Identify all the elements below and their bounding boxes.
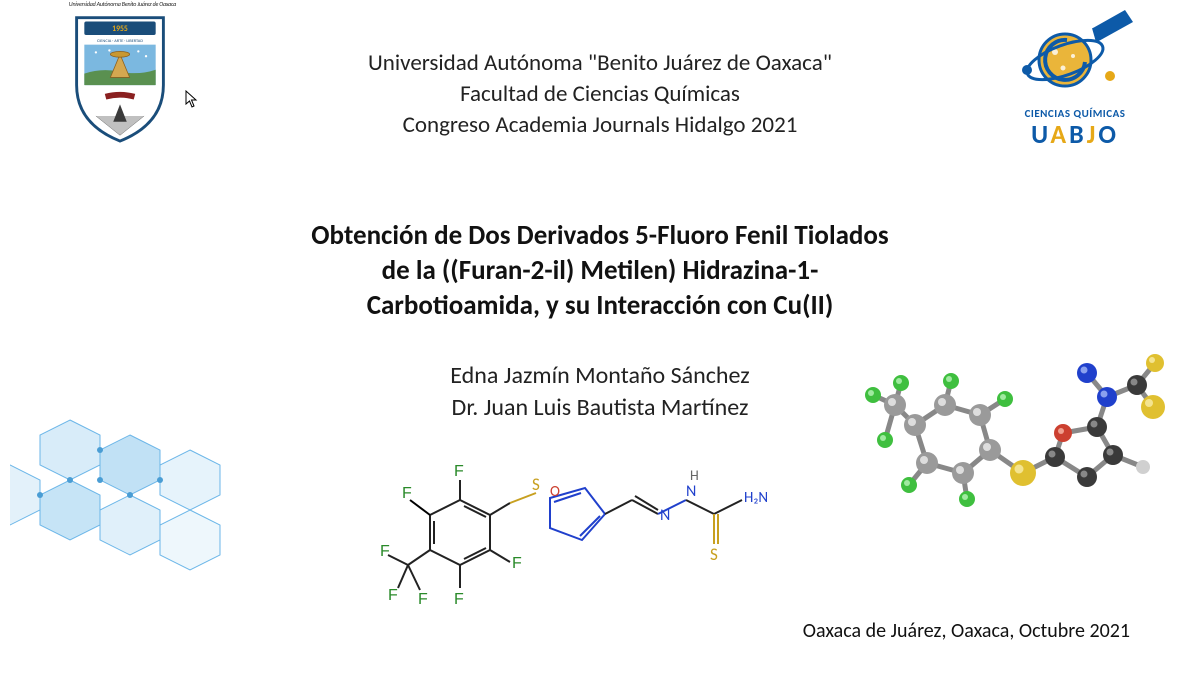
shield-icon: 1955 CIENCIA · ARTE · LIBERTAD	[65, 8, 175, 143]
university-shield-logo: Universidad Autónoma Benito Juárez de Oa…	[65, 0, 180, 150]
svg-text:N: N	[686, 482, 696, 501]
svg-text:S: S	[532, 474, 540, 495]
svg-text:F: F	[454, 463, 464, 480]
title-line-2: de la ((Furan-2-il) Metilen) Hidrazina-1…	[230, 253, 970, 288]
uabjo-faculty-logo: CIENCIAS QUÍMICAS UABJO	[995, 0, 1155, 145]
shield-year: 1955	[112, 25, 128, 34]
institution-block: Universidad Autónoma "Benito Juárez de O…	[250, 48, 950, 141]
institution-line-2: Facultad de Ciencias Químicas	[250, 79, 950, 110]
title-line-1: Obtención de Dos Derivados 5-Fluoro Feni…	[230, 218, 970, 253]
svg-text:O: O	[550, 483, 560, 501]
institution-line-1: Universidad Autónoma "Benito Juárez de O…	[250, 48, 950, 79]
presentation-title: Obtención de Dos Derivados 5-Fluoro Feni…	[230, 218, 970, 323]
svg-text:F: F	[380, 543, 390, 560]
mouse-cursor-icon	[185, 90, 199, 113]
shield-banner-text: Universidad Autónoma Benito Juárez de Oa…	[65, 0, 180, 8]
svg-text:F: F	[388, 587, 398, 604]
title-line-3: Carbotioamida, y su Interacción con Cu(I…	[230, 288, 970, 323]
uabjo-acronym: UABJO	[995, 118, 1155, 150]
svg-text:H: H	[690, 467, 699, 484]
chemical-structure-2d: F F F F F F F S O N N H S H₂N	[340, 440, 800, 650]
svg-text:H₂N: H₂N	[744, 489, 768, 507]
uabjo-flask-icon	[1005, 0, 1145, 100]
hexagon-decoration	[10, 390, 240, 590]
svg-text:N: N	[660, 506, 670, 525]
svg-text:F: F	[512, 555, 522, 572]
author-1: Edna Jazmín Montaño Sánchez	[450, 360, 749, 392]
author-2: Dr. Juan Luis Bautista Martínez	[450, 392, 749, 424]
svg-text:F: F	[402, 485, 412, 502]
svg-text:F: F	[454, 591, 464, 608]
institution-line-3: Congreso Academia Journals Hidalgo 2021	[250, 110, 950, 141]
svg-text:S: S	[710, 544, 718, 565]
chemical-structure-3d	[855, 335, 1165, 565]
authors-block: Edna Jazmín Montaño Sánchez Dr. Juan Lui…	[450, 360, 749, 425]
shield-motto: CIENCIA · ARTE · LIBERTAD	[97, 39, 143, 44]
location-date: Oaxaca de Juárez, Oaxaca, Octubre 2021	[803, 619, 1130, 643]
svg-text:F: F	[418, 591, 428, 608]
